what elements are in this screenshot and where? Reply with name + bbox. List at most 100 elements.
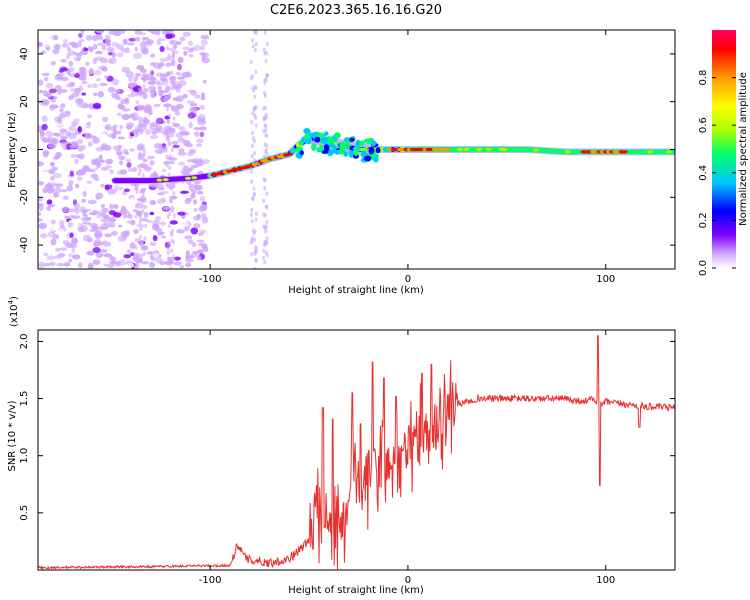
streak-cell — [253, 237, 257, 243]
streak-cell — [136, 36, 140, 42]
noise-cell — [71, 41, 78, 48]
noise-cell — [59, 67, 68, 72]
noise-cell — [149, 124, 156, 131]
noise-cell — [199, 195, 206, 202]
streak-cell — [136, 164, 140, 170]
noise-cell — [152, 219, 160, 225]
streak-cell — [168, 93, 172, 99]
noise-cell — [123, 230, 130, 235]
noise-cell — [176, 76, 185, 80]
noise-cell — [54, 248, 61, 252]
noise-cell — [53, 43, 61, 51]
noise-cell — [199, 104, 205, 110]
streak-cell — [144, 223, 148, 229]
noise-cell — [104, 123, 112, 131]
ridge-peak-cell — [184, 176, 191, 180]
noise-cell — [50, 238, 57, 246]
streak-cell — [253, 151, 257, 156]
streak-cell — [171, 133, 175, 138]
streak-cell — [138, 189, 142, 194]
ridge-peak-cell — [533, 148, 540, 152]
streak-cell — [142, 149, 146, 154]
streak-cell — [171, 228, 175, 233]
noise-cell — [100, 166, 109, 171]
x-tick-label: 100 — [596, 575, 615, 586]
streak-cell — [168, 141, 172, 146]
noise-cell — [81, 80, 88, 85]
noise-cell — [95, 192, 104, 200]
noise-cell — [111, 42, 119, 47]
turbulence-cell — [371, 140, 377, 146]
noise-cell — [54, 183, 64, 187]
noise-cell — [154, 80, 161, 85]
noise-cell — [200, 34, 210, 40]
noise-cell — [167, 47, 176, 52]
noise-cell — [202, 246, 209, 253]
streak-cell — [264, 115, 268, 121]
streak-cell — [171, 55, 175, 60]
streak-cell — [165, 56, 169, 61]
noise-cell — [126, 124, 133, 130]
streak-cell — [136, 65, 140, 70]
noise-cell — [100, 218, 109, 223]
noise-cell — [150, 160, 156, 165]
noise-cell — [68, 125, 76, 132]
noise-cell — [121, 113, 131, 120]
noise-cell — [111, 52, 116, 58]
noise-cell — [63, 39, 68, 44]
noise-cell — [93, 92, 98, 96]
streak-cell — [169, 266, 173, 269]
noise-cell — [74, 158, 79, 164]
noise-cell — [38, 197, 43, 202]
noise-cell — [193, 250, 201, 254]
noise-cell — [50, 161, 55, 167]
streak-cell — [262, 198, 266, 204]
noise-cell — [149, 211, 155, 216]
noise-cell — [41, 170, 49, 176]
noise-cell — [82, 167, 91, 172]
noise-cell — [63, 262, 71, 267]
noise-cell — [155, 117, 164, 125]
streak-cell — [136, 128, 140, 133]
streak-cell — [263, 259, 267, 265]
turbulence-cell — [339, 141, 346, 149]
noise-cell — [123, 254, 132, 259]
streak-cell — [262, 47, 266, 53]
streak-cell — [253, 266, 257, 269]
colorbar-tick-label: 0.8 — [698, 70, 709, 86]
streak-cell — [170, 40, 174, 46]
noise-cell — [154, 149, 164, 154]
y-tick-label: 1.5 — [19, 391, 30, 407]
noise-cell — [202, 31, 208, 36]
noise-cell — [38, 181, 45, 186]
noise-cell — [88, 68, 94, 75]
streak-cell — [254, 69, 258, 75]
noise-cell — [152, 170, 158, 178]
turbulence-cell — [355, 140, 361, 146]
noise-cell — [58, 247, 67, 251]
noise-cell — [199, 205, 206, 211]
noise-cell — [122, 212, 127, 219]
noise-cell — [70, 241, 78, 249]
noise-cell — [97, 90, 104, 98]
noise-cell — [68, 180, 74, 186]
turbulence-cell — [363, 155, 372, 162]
y-tick-label: 1.0 — [19, 448, 30, 464]
noise-cell — [199, 131, 205, 138]
noise-cell — [61, 206, 69, 213]
streak-cell — [138, 92, 142, 97]
noise-cell — [50, 98, 56, 103]
turbulence-cell — [375, 147, 381, 154]
noise-cell — [42, 187, 48, 194]
noise-cell — [105, 42, 112, 47]
noise-cell — [92, 102, 102, 109]
noise-cell — [92, 259, 101, 265]
streak-cell — [252, 186, 256, 191]
streak-cell — [134, 237, 138, 243]
noise-cell — [175, 84, 182, 90]
noise-cell — [149, 241, 157, 246]
noise-cell — [196, 190, 204, 195]
streak-cell — [249, 169, 253, 174]
ridge-peak-cell — [621, 150, 628, 154]
noise-cell — [144, 129, 152, 135]
